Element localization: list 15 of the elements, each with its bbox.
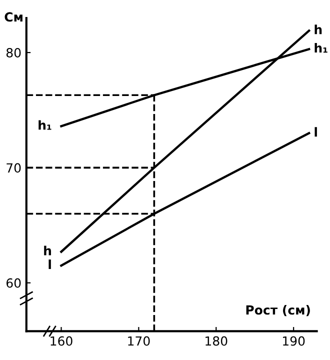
y-axis-title: См — [4, 12, 22, 22]
y-tick-label: 80 — [6, 48, 21, 58]
text: h — [44, 246, 51, 256]
text: h₁ — [38, 120, 52, 130]
x-tick-label: 190 — [283, 336, 305, 346]
y-tick-label: 70 — [6, 163, 21, 173]
x-axis-title: Рост (см) — [246, 305, 310, 316]
text: l — [48, 260, 51, 270]
series-label: l — [314, 127, 317, 137]
series-label: h₁ — [314, 43, 328, 53]
series-label: h — [314, 24, 322, 34]
x-tick-label: 160 — [50, 336, 72, 346]
y-tick-label: 60 — [6, 278, 21, 288]
x-tick-label: 180 — [206, 336, 228, 346]
x-tick-label: 170 — [128, 336, 150, 346]
